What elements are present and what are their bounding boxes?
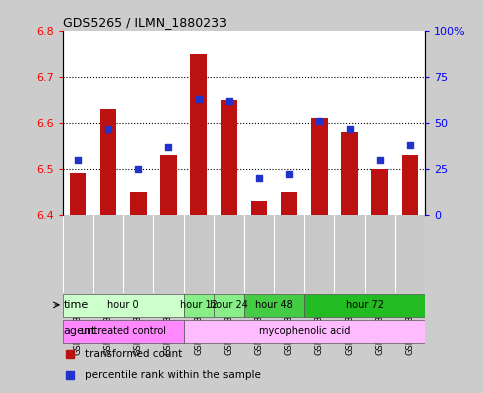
Point <box>225 98 233 104</box>
Point <box>315 118 323 124</box>
Bar <box>281 192 298 215</box>
Bar <box>213 294 244 317</box>
Text: hour 24: hour 24 <box>210 300 248 310</box>
Text: hour 48: hour 48 <box>255 300 293 310</box>
Point <box>74 156 82 163</box>
Point <box>285 171 293 178</box>
Text: hour 12: hour 12 <box>180 300 217 310</box>
Text: time: time <box>63 300 89 310</box>
Bar <box>341 132 358 215</box>
Point <box>104 125 112 132</box>
Point <box>255 175 263 181</box>
Bar <box>251 201 267 215</box>
Text: GDS5265 / ILMN_1880233: GDS5265 / ILMN_1880233 <box>63 16 227 29</box>
Bar <box>130 192 146 215</box>
Point <box>346 125 354 132</box>
Point <box>376 156 384 163</box>
Bar <box>160 155 177 215</box>
Bar <box>304 294 425 317</box>
Bar <box>221 100 237 215</box>
Bar <box>190 54 207 215</box>
Bar <box>311 119 327 215</box>
Point <box>195 96 202 103</box>
Bar <box>184 294 213 317</box>
Text: hour 72: hour 72 <box>346 300 384 310</box>
Text: percentile rank within the sample: percentile rank within the sample <box>85 370 260 380</box>
Bar <box>100 109 116 215</box>
Bar <box>371 169 388 215</box>
Point <box>406 142 414 148</box>
Bar <box>63 294 184 317</box>
Bar <box>63 320 184 343</box>
Point <box>134 166 142 172</box>
Bar <box>70 173 86 215</box>
Text: hour 0: hour 0 <box>107 300 139 310</box>
Text: transformed count: transformed count <box>85 349 182 359</box>
Text: untreated control: untreated control <box>81 325 166 336</box>
Point <box>165 144 172 150</box>
Bar <box>402 155 418 215</box>
Bar <box>244 294 304 317</box>
Bar <box>184 320 425 343</box>
Text: mycophenolic acid: mycophenolic acid <box>258 325 350 336</box>
Text: agent: agent <box>63 325 96 336</box>
